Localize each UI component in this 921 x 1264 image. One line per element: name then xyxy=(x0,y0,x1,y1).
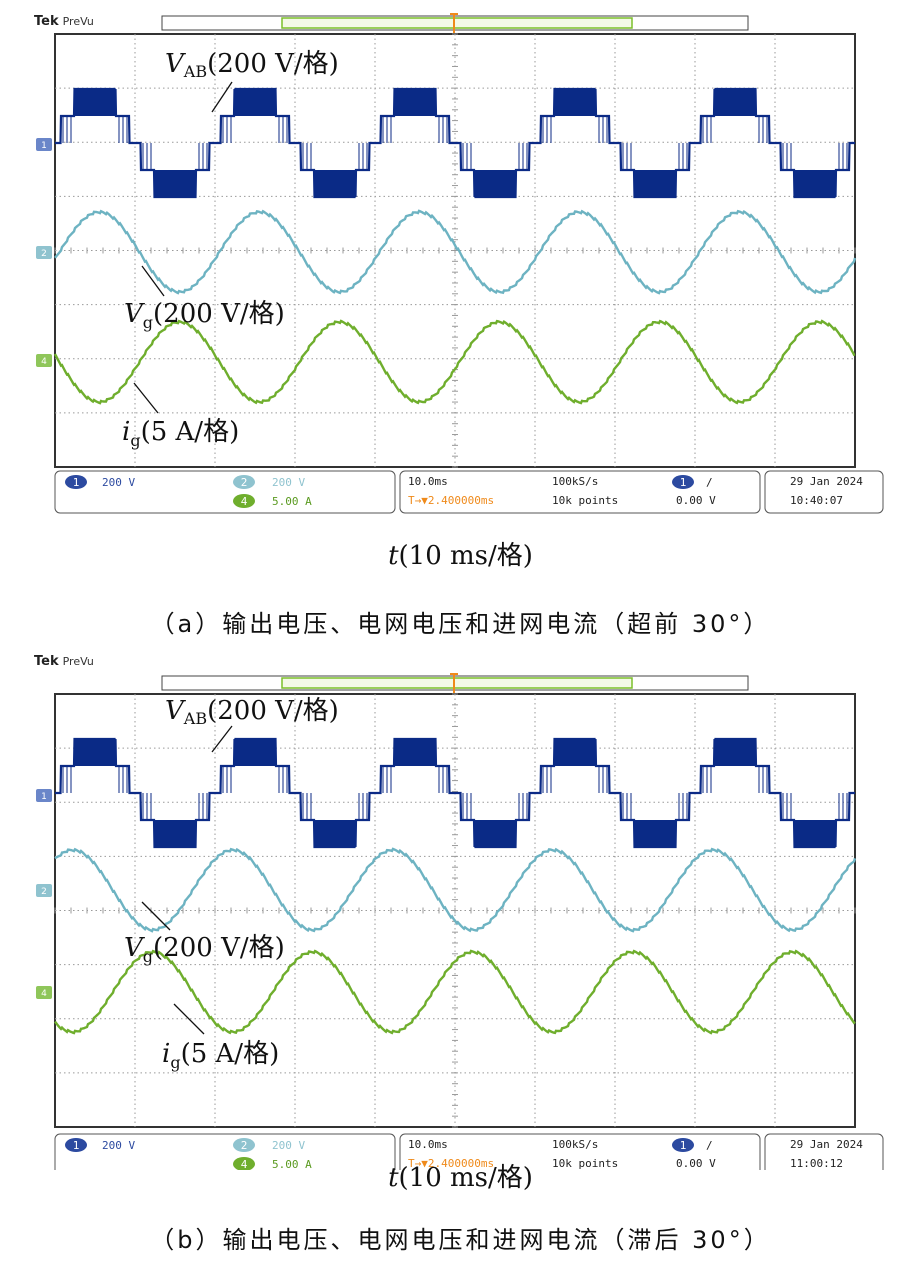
svg-text:/: / xyxy=(706,1139,713,1152)
svg-text:Vg(200 V/格): Vg(200 V/格) xyxy=(124,299,285,332)
svg-text:2: 2 xyxy=(241,1139,248,1152)
brand-logo: Tek PreVu xyxy=(34,654,94,669)
svg-text:4: 4 xyxy=(41,357,47,367)
oscilloscope-screen-a: T 1 2 4 VAB(200 V/格) Vg(200 V/格) ig(5 A/… xyxy=(36,13,884,514)
svg-text:VAB(200 V/格): VAB(200 V/格) xyxy=(165,696,339,728)
label-vg: Vg(200 V/格) xyxy=(124,901,285,966)
sample-rate-readout: 100kS/s xyxy=(552,1138,598,1151)
svg-text:200 V: 200 V xyxy=(102,1139,135,1152)
ch2-readout: 2 200 V xyxy=(233,1138,305,1152)
label-vg: Vg(200 V/格) xyxy=(124,265,285,332)
svg-text:5.00 A: 5.00 A xyxy=(272,1158,312,1170)
series-ig-line xyxy=(54,949,856,1035)
svg-text:2: 2 xyxy=(41,249,47,259)
time-readout: 10:40:07 xyxy=(790,494,843,507)
trigger-channel-readout: 1 / xyxy=(672,1138,713,1152)
ch4-readout: 4 5.00 A xyxy=(233,1157,312,1170)
label-vab: VAB(200 V/格) xyxy=(165,49,339,113)
svg-text:/: / xyxy=(706,476,713,489)
svg-text:4: 4 xyxy=(241,495,248,508)
svg-text:VAB(200 V/格): VAB(200 V/格) xyxy=(165,49,339,81)
svg-text:Vg(200 V/格): Vg(200 V/格) xyxy=(124,933,285,966)
svg-text:1: 1 xyxy=(73,476,80,489)
svg-text:200 V: 200 V xyxy=(272,476,305,489)
trigger-position-readout: T→▼2.400000ms xyxy=(408,494,494,507)
status-bar: 1 200 V 2 200 V 4 5.00 A 10.0ms T→▼2.400… xyxy=(54,1133,884,1170)
svg-text:1: 1 xyxy=(680,476,687,489)
x-axis-caption-b: t(10 ms/格) xyxy=(388,1163,533,1193)
trigger-position-readout: T→▼2.400000ms xyxy=(408,1157,494,1170)
svg-text:4: 4 xyxy=(241,1158,248,1170)
waveforms xyxy=(54,737,857,1035)
label-ig: ig(5 A/格) xyxy=(122,382,239,450)
ch2-marker-icon: 2 xyxy=(36,246,52,259)
label-vab: VAB(200 V/格) xyxy=(165,696,339,753)
series-vg-line xyxy=(54,847,857,933)
oscilloscope-screen-b: T 1 2 4 VAB(200 V/格) Vg(200 V/格) ig(5 A/… xyxy=(36,673,884,1170)
svg-text:1: 1 xyxy=(41,792,47,802)
svg-text:200 V: 200 V xyxy=(272,1139,305,1152)
svg-text:5.00 A: 5.00 A xyxy=(272,495,312,508)
ch4-readout: 4 5.00 A xyxy=(233,494,312,508)
timebase-readout: 10.0ms xyxy=(408,1138,448,1151)
status-bar: 1 200 V 2 200 V 4 5.00 A 10.0ms T→▼2.400… xyxy=(54,470,884,514)
svg-text:1: 1 xyxy=(73,1139,80,1152)
svg-text:1: 1 xyxy=(680,1139,687,1152)
record-length-readout: 10k points xyxy=(552,494,618,507)
time-readout: 11:00:12 xyxy=(790,1157,843,1170)
ch2-marker-icon: 2 xyxy=(36,884,52,897)
trigger-level-readout: 0.00 V xyxy=(676,494,716,507)
svg-text:4: 4 xyxy=(41,989,47,999)
record-window xyxy=(281,677,633,689)
grid-lines xyxy=(54,33,856,468)
ch1-marker-icon: 1 xyxy=(36,789,52,802)
record-length-readout: 10k points xyxy=(552,1157,618,1170)
ch4-marker-icon: 4 xyxy=(36,986,52,999)
series-ig-line xyxy=(53,319,856,405)
svg-text:2: 2 xyxy=(241,476,248,489)
date-readout: 29 Jan 2024 xyxy=(790,1138,863,1151)
svg-text:1: 1 xyxy=(41,141,47,151)
ch1-marker-icon: 1 xyxy=(36,138,52,151)
caption-a: （a）输出电压、电网电压和进网电流（超前 30°） xyxy=(150,610,771,638)
ch1-readout: 1 200 V xyxy=(65,1138,135,1152)
trigger-channel-readout: 1 / xyxy=(672,475,713,489)
ch2-readout: 2 200 V xyxy=(233,475,305,489)
sample-rate-readout: 100kS/s xyxy=(552,475,598,488)
brand-logo: Tek PreVu xyxy=(34,14,94,29)
date-readout: 29 Jan 2024 xyxy=(790,475,863,488)
record-window xyxy=(281,17,633,29)
ch1-readout: 1 200 V xyxy=(65,475,135,489)
series-vg-line xyxy=(54,209,857,295)
caption-b: （b）输出电压、电网电压和进网电流（滞后 30°） xyxy=(150,1226,771,1254)
svg-text:200 V: 200 V xyxy=(102,476,135,489)
ch4-marker-icon: 4 xyxy=(36,354,52,367)
x-axis-caption-a: t(10 ms/格) xyxy=(388,541,533,571)
label-ig: ig(5 A/格) xyxy=(162,1003,279,1072)
timebase-readout: 10.0ms xyxy=(408,475,448,488)
svg-text:2: 2 xyxy=(41,887,47,897)
trigger-level-readout: 0.00 V xyxy=(676,1157,716,1170)
svg-text:ig(5 A/格): ig(5 A/格) xyxy=(122,417,239,450)
svg-text:ig(5 A/格): ig(5 A/格) xyxy=(162,1039,279,1072)
waveforms xyxy=(53,87,857,405)
